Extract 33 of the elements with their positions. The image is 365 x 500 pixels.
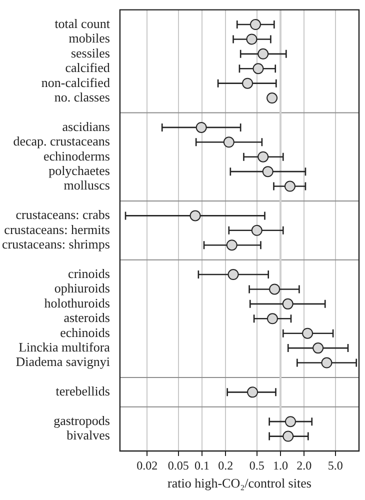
y-tick-label: sessiles xyxy=(70,45,110,60)
y-tick-label: polychaetes xyxy=(48,162,110,178)
x-tick-label: 0.5 xyxy=(249,458,264,472)
y-tick-label: no. classes xyxy=(54,89,110,104)
y-tick-label: crustaceans: shrimps xyxy=(2,236,110,252)
y-tick-label: ascidians xyxy=(62,118,110,134)
x-tick-label: 5.0 xyxy=(328,458,343,472)
x-tick-label: 0.2 xyxy=(218,458,234,472)
y-tick-label: calcified xyxy=(65,60,110,76)
x-tick-label: 1.0 xyxy=(273,458,288,472)
y-tick-label: crustaceans: hermits xyxy=(4,222,110,237)
y-tick-label: crustaceans: crabs xyxy=(16,207,110,222)
y-tick-label: asteroids xyxy=(64,310,110,326)
y-tick-label: ophiuroids xyxy=(54,280,110,296)
y-tick-label: echinoderms xyxy=(44,148,110,164)
y-tick-label: Linckia multifora xyxy=(18,339,110,354)
x-axis-title: ratio high-CO₂/control sites xyxy=(168,476,312,491)
x-tick-label: 2.0 xyxy=(296,458,312,472)
x-tick-label: 0.02 xyxy=(136,458,158,472)
y-tick-label: holothuroids xyxy=(44,295,110,310)
y-tick-label: terebellids xyxy=(56,384,110,399)
y-tick-label: bivalves xyxy=(66,428,110,443)
y-tick-label: total count xyxy=(54,16,110,31)
y-tick-label: Diadema savignyi xyxy=(16,354,110,370)
x-tick-label: 0.1 xyxy=(194,458,210,472)
y-tick-label: echinoids xyxy=(60,324,110,340)
y-tick-label: gastropods xyxy=(54,413,110,428)
y-tick-label: decap. crustaceans xyxy=(13,134,110,149)
y-tick-label: non-calcified xyxy=(41,74,110,90)
y-tick-label: mobiles xyxy=(68,30,110,46)
y-tick-label: crinoids xyxy=(68,266,110,281)
y-tick-label: molluscs xyxy=(64,178,110,193)
x-tick-label: 0.05 xyxy=(168,458,189,472)
